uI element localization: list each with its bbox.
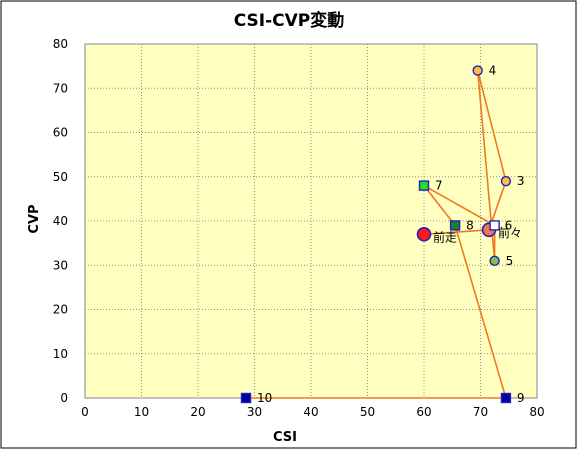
x-axis-title: CSI — [273, 430, 297, 445]
data-point-9 — [500, 392, 512, 404]
data-point-3 — [500, 175, 512, 187]
point-label-7: 7 — [435, 179, 443, 193]
point-label-5: 5 — [506, 254, 514, 268]
x-tick-label: 50 — [360, 405, 375, 419]
point-label-10: 10 — [257, 391, 272, 405]
data-point-7 — [418, 180, 430, 191]
y-tick-label: 30 — [53, 258, 68, 272]
data-point-6 — [489, 220, 500, 231]
x-tick-label: 80 — [529, 405, 544, 419]
point-label-4: 4 — [489, 64, 497, 78]
series-line-segment — [423, 185, 456, 226]
x-tick-label: 60 — [416, 405, 431, 419]
point-label-9: 9 — [517, 391, 525, 405]
point-label-8: 8 — [466, 218, 474, 232]
x-tick-label: 20 — [190, 405, 205, 419]
data-point-5 — [489, 255, 500, 267]
y-tick-label: 40 — [53, 214, 68, 228]
series-line-segment — [423, 184, 496, 227]
point-label-1: 前走 — [433, 229, 457, 244]
series-line-segment — [454, 225, 507, 399]
y-axis-title: CVP — [27, 204, 42, 233]
y-tick-label: 80 — [53, 37, 68, 51]
data-point-10 — [240, 392, 252, 404]
point-label-3: 3 — [517, 174, 525, 188]
data-point-8 — [449, 220, 461, 231]
y-tick-label: 70 — [53, 81, 68, 95]
y-tick-label: 50 — [53, 170, 68, 184]
data-point-4 — [472, 65, 483, 76]
series-line-segment — [476, 70, 507, 182]
y-tick-label: 60 — [53, 126, 68, 140]
point-label-6: 6 — [505, 218, 513, 232]
x-tick-label: 10 — [134, 405, 149, 419]
y-tick-label: 20 — [53, 303, 68, 317]
point-labels: 前走 前々 3 4 5 6 7 8 9 10 — [257, 64, 525, 405]
x-tick-label: 40 — [303, 405, 318, 419]
y-tick-label: 10 — [53, 347, 68, 361]
x-tick-label: 0 — [81, 405, 89, 419]
y-tick-label: 0 — [60, 391, 68, 405]
x-tick-label: 70 — [473, 405, 488, 419]
point-label-2: 前々 — [498, 225, 522, 240]
grid-lines — [84, 43, 538, 399]
chart-title: CSI-CVP変動 — [234, 10, 345, 31]
x-tick-label: 30 — [247, 405, 262, 419]
tick-labels: 0 10 20 30 40 50 60 70 80 0 10 20 30 40 50 60 70 80 — [53, 37, 545, 419]
data-point-1 — [416, 226, 432, 242]
data-points — [240, 65, 512, 404]
